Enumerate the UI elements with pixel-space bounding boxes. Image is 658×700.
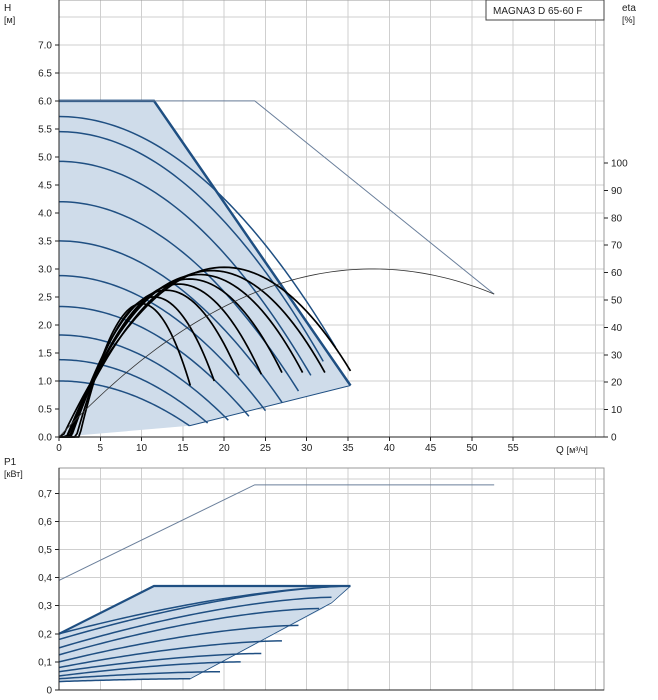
efficiency-tick-label: 40 [611, 323, 623, 334]
head-tick-label: 2.5 [38, 292, 52, 303]
efficiency-tick-label: 50 [611, 296, 623, 307]
flow-tick-label: 35 [342, 443, 354, 454]
head-curve [58, 274, 267, 412]
power-tick-label: 0,4 [38, 573, 52, 584]
head-curve [58, 200, 300, 392]
efficiency-tick-label: 100 [611, 159, 628, 170]
power-tick-label: 0,2 [38, 629, 52, 640]
head-curve [58, 334, 229, 421]
power-curve [58, 585, 351, 641]
power-curve [58, 661, 241, 677]
power-axis-label: P1 [4, 457, 17, 468]
efficiency-axis-unit: [%] [622, 15, 635, 25]
head-tick-label: 7.0 [38, 40, 52, 51]
flow-tick-label: 10 [136, 443, 148, 454]
head-tick-label: 0.0 [38, 433, 52, 444]
twin-max-curve [59, 100, 495, 295]
efficiency-tick-label: 20 [611, 378, 623, 389]
head-tick-label: 1.0 [38, 376, 52, 387]
head-axis-label: H [4, 3, 11, 14]
legend-label: MAGNA3 D 65-60 F [493, 6, 582, 17]
head-tick-label: 3.5 [38, 236, 52, 247]
efficiency-curve [59, 269, 326, 438]
head-tick-label: 3.0 [38, 264, 52, 275]
power-chart-plot [58, 484, 495, 683]
power-curve [58, 670, 221, 680]
head-chart-axes: 0.0 0.5 1.0 1.5 2.0 2.5 3.0 3.5 4.0 4.5 5.0 5.5 6.0 6… [38, 0, 628, 454]
flow-tick-label: 40 [384, 443, 396, 454]
efficiency-curve [59, 302, 192, 438]
power-tick-label: 0,3 [38, 601, 52, 612]
head-tick-label: 2.0 [38, 320, 52, 331]
power-chart-axes: 0 0,1 0,2 0,3 0,4 0,5 0,6 0,7 [38, 468, 604, 697]
power-tick-label: 0,1 [38, 657, 52, 668]
twin-efficiency-curve [58, 268, 495, 438]
efficiency-tick-label: 80 [611, 213, 623, 224]
power-min-boundary [190, 585, 351, 680]
flow-axis-label: Q [м³/ч] [556, 445, 588, 456]
flow-tick-label: 0 [56, 443, 62, 454]
head-tick-label: 4.0 [38, 208, 52, 219]
power-tick-label: 0,7 [38, 489, 52, 500]
head-curve [58, 380, 190, 427]
power-curve [58, 607, 320, 656]
flow-tick-label: 50 [466, 443, 478, 454]
power-max-curve [58, 584, 351, 635]
head-tick-label: 0.5 [38, 404, 52, 415]
head-tick-label: 5.5 [38, 124, 52, 135]
head-curve [58, 130, 324, 362]
flow-tick-label: 5 [98, 443, 104, 454]
power-axis-unit: [кВт] [4, 469, 23, 479]
flow-tick-label: 45 [425, 443, 437, 454]
head-curve [58, 358, 209, 424]
efficiency-curve [59, 289, 240, 438]
power-curve [58, 624, 299, 663]
flow-tick-label: 20 [219, 443, 231, 454]
flow-tick-label: 30 [301, 443, 313, 454]
legend-box [485, 0, 605, 21]
head-tick-label: 6.0 [38, 96, 52, 107]
power-tick-label: 0,5 [38, 545, 52, 556]
head-tick-label: 6.5 [38, 68, 52, 79]
power-tick-label: 0 [46, 686, 52, 697]
power-curve [58, 678, 191, 683]
head-curve [58, 305, 250, 417]
head-tick-label: 1.5 [38, 348, 52, 359]
power-curve [58, 596, 332, 649]
power-curve [58, 640, 282, 669]
efficiency-tick-label: 30 [611, 350, 623, 361]
flow-tick-label: 55 [508, 443, 520, 454]
power-tick-label: 0,6 [38, 517, 52, 528]
head-curve [58, 160, 312, 376]
efficiency-tick-label: 70 [611, 241, 623, 252]
head-min-boundary [189, 384, 351, 427]
efficiency-tick-label: 0 [611, 433, 617, 444]
twin-power-curve [58, 484, 495, 581]
power-curve [58, 652, 262, 673]
head-axis-unit: [м] [4, 15, 15, 25]
efficiency-tick-label: 10 [611, 405, 623, 416]
head-curve [58, 115, 337, 348]
flow-tick-label: 25 [260, 443, 272, 454]
head-curve [58, 240, 283, 403]
efficiency-tick-label: 90 [611, 186, 623, 197]
efficiency-axis-label: eta [622, 3, 636, 14]
efficiency-tick-label: 60 [611, 268, 623, 279]
flow-tick-label: 15 [177, 443, 189, 454]
head-chart-plot [58, 99, 495, 438]
head-tick-label: 5.0 [38, 152, 52, 163]
head-tick-label: 4.5 [38, 180, 52, 191]
